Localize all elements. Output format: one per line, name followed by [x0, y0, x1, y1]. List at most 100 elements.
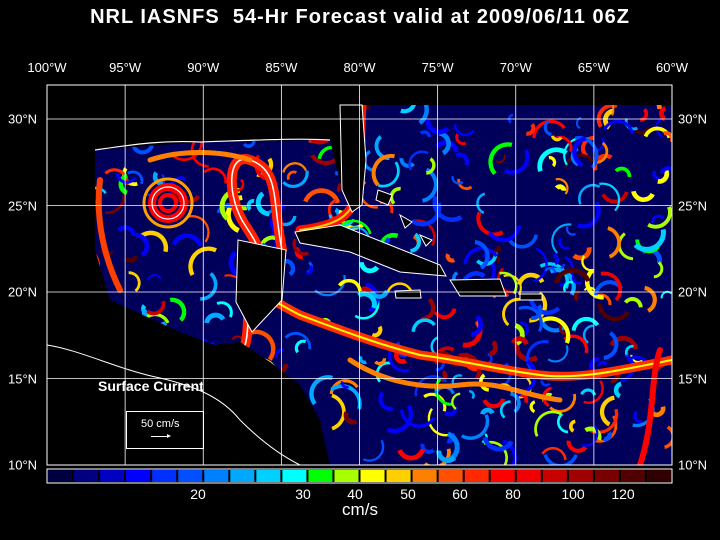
current-swirl [420, 443, 435, 454]
lat-label: 15°N [8, 371, 38, 386]
current-swirl [540, 380, 551, 387]
lon-label: 95°W [109, 60, 142, 75]
lon-label: 80°W [343, 60, 376, 75]
current-swirl [95, 186, 107, 200]
current-swirl [613, 381, 622, 399]
current-swirl [117, 225, 136, 237]
current-swirl [393, 352, 407, 364]
current-swirl [574, 136, 599, 169]
current-swirl [547, 345, 569, 363]
lon-label: 60°W [656, 60, 688, 75]
colorbar-swatch [256, 470, 281, 482]
reference-vector-label: 50 cm/s [141, 418, 180, 430]
current-swirl [445, 253, 456, 263]
current-swirl [482, 436, 514, 452]
current-swirl [147, 274, 162, 281]
current-swirl [541, 446, 567, 461]
colorbar-tick-label: 40 [347, 486, 363, 502]
current-swirl [340, 380, 350, 389]
current-swirl [386, 404, 414, 434]
current-swirl [634, 127, 650, 135]
current-swirl [552, 253, 560, 266]
colorbar-swatch [594, 470, 619, 482]
current-swirl [426, 157, 436, 175]
current-swirl [581, 425, 599, 447]
current-swirl [476, 211, 504, 237]
current-swirl [451, 374, 463, 385]
current-swirl [470, 314, 483, 337]
current-swirl [573, 290, 581, 302]
current-swirl [146, 300, 166, 316]
current-swirl [419, 130, 432, 138]
colorbar-tick-label: 120 [611, 486, 635, 502]
current-swirl [131, 144, 154, 155]
current-swirl [576, 201, 601, 229]
current-swirl [294, 246, 304, 260]
lon-label: 85°W [265, 60, 298, 75]
current-swirl [188, 246, 217, 276]
current-swirl [451, 175, 464, 185]
current-swirl [599, 182, 621, 212]
current-swirl [555, 178, 569, 195]
current-swirl [529, 400, 536, 414]
current-swirl [617, 232, 634, 261]
current-swirl [400, 409, 436, 428]
current-swirl [375, 361, 391, 383]
current-swirl [343, 411, 358, 425]
current-swirl [558, 237, 570, 250]
current-swirl [203, 167, 228, 184]
current-swirl [378, 391, 394, 411]
current-swirl [411, 318, 436, 332]
colorbar-tick-label: 20 [190, 486, 206, 502]
colorbar-tick-label: 100 [561, 486, 585, 502]
lat-label: 15°N [678, 371, 708, 386]
current-swirl [563, 280, 574, 292]
current-swirl [453, 124, 475, 137]
legend-title: Surface Current [98, 378, 204, 394]
current-swirl [558, 323, 568, 336]
current-swirl [548, 155, 557, 168]
colorbar-swatch [48, 470, 73, 482]
current-swirl [303, 188, 341, 204]
current-swirl [518, 305, 543, 333]
current-swirl [468, 390, 475, 400]
current-swirl [584, 426, 602, 441]
current-swirl [543, 119, 552, 137]
current-swirl [362, 439, 385, 462]
current-swirl [660, 166, 672, 174]
lat-label: 20°N [8, 284, 38, 300]
current-swirl [652, 170, 660, 180]
current-swirl [115, 173, 137, 184]
jamaica [394, 289, 422, 299]
current-swirl [659, 106, 667, 121]
colorbar-swatch [152, 470, 177, 482]
current-swirl [284, 331, 312, 350]
current-swirl [572, 136, 587, 168]
lat-label: 30°N [678, 111, 708, 127]
colorbar-swatch [516, 470, 541, 482]
current-swirl [651, 214, 665, 224]
lon-label: 100°W [27, 60, 67, 75]
current-swirl [170, 140, 203, 162]
graticule [47, 85, 672, 465]
current-swirl [510, 392, 521, 414]
colorbar-swatch [204, 470, 229, 482]
puerto-rico [519, 293, 543, 301]
current-swirl [482, 398, 506, 409]
current-swirl [566, 440, 588, 453]
current-swirl [499, 400, 511, 419]
current-swirl [647, 206, 672, 229]
lat-label: 20°N [678, 284, 708, 300]
current-swirl [595, 141, 609, 164]
current-swirl [644, 285, 657, 313]
current-swirl [507, 234, 538, 249]
current-swirl [633, 228, 666, 252]
current-swirl [578, 183, 601, 205]
current-swirl [127, 170, 144, 185]
current-swirl [463, 246, 499, 265]
colorbar-swatch [646, 470, 671, 482]
current-swirl [306, 265, 314, 275]
current-swirl [533, 247, 548, 283]
lon-label: 65°W [577, 60, 610, 75]
current-swirl [614, 166, 632, 178]
